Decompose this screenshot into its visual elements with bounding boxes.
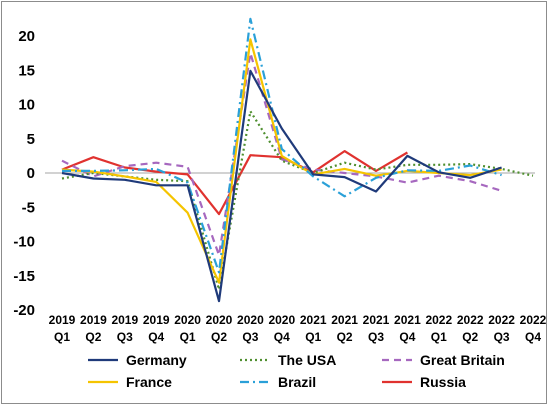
y-tick-label: -20	[13, 302, 35, 319]
x-tick-quarter: Q4	[148, 330, 164, 344]
x-tick-year: 2020	[206, 313, 233, 327]
x-tick-year: 2022	[488, 313, 515, 327]
legend-label: France	[126, 374, 172, 390]
y-tick-label: -10	[13, 234, 35, 251]
x-tick-quarter: Q2	[337, 330, 353, 344]
x-tick-quarter: Q2	[462, 330, 478, 344]
legend-label: Great Britain	[420, 352, 505, 368]
legend-item-russia: Russia	[382, 374, 466, 390]
x-tick-year: 2021	[331, 313, 358, 327]
x-tick-quarter: Q4	[525, 330, 541, 344]
x-tick-quarter: Q1	[431, 330, 447, 344]
x-tick-year: 2021	[363, 313, 390, 327]
x-tick-year: 2019	[80, 313, 107, 327]
x-tick-year: 2022	[520, 313, 547, 327]
x-tick-quarter: Q3	[242, 330, 258, 344]
x-tick-quarter: Q3	[368, 330, 384, 344]
y-tick-label: 10	[18, 97, 35, 114]
chart-series	[61, 17, 534, 303]
x-tick-quarter: Q2	[85, 330, 101, 344]
legend-item-brazil: Brazil	[240, 374, 316, 390]
x-tick-quarter: Q4	[399, 330, 415, 344]
chart-legend: Germany The USA Great Britain France Brazil R…	[88, 352, 505, 390]
x-tick-year: 2021	[300, 313, 327, 327]
legend-item-germany: Germany	[88, 352, 187, 368]
series-line-germany	[61, 69, 502, 303]
x-tick-year: 2022	[457, 313, 484, 327]
x-tick-year: 2020	[174, 313, 201, 327]
x-tick-quarter: Q1	[305, 330, 321, 344]
legend-item-france: France	[88, 374, 172, 390]
x-tick-year: 2020	[268, 313, 295, 327]
legend-label: The USA	[278, 352, 336, 368]
chart-axes: -20 -15 -10 -5 0 5 10 15 20 2019 Q1 2019 Q2 2019 Q3 201…	[13, 28, 546, 344]
x-tick-quarter: Q4	[274, 330, 290, 344]
x-tick-year: 2020	[237, 313, 264, 327]
series-line-great-britain	[61, 52, 502, 257]
x-tick-quarter: Q1	[54, 330, 70, 344]
series-line-brazil	[62, 17, 502, 274]
legend-item-great-britain: Great Britain	[382, 352, 505, 368]
legend-item-the-usa: The USA	[240, 352, 336, 368]
y-tick-label: 5	[27, 131, 35, 148]
x-tick-year: 2021	[394, 313, 421, 327]
series-line-france	[61, 38, 502, 284]
legend-label: Germany	[126, 352, 187, 368]
series-line-the-usa	[61, 110, 534, 291]
x-tick-year: 2019	[143, 313, 170, 327]
y-tick-label: 15	[18, 62, 35, 79]
legend-label: Brazil	[278, 374, 316, 390]
legend-label: Russia	[420, 374, 466, 390]
x-tick-quarter: Q1	[180, 330, 196, 344]
x-tick-quarter: Q3	[117, 330, 133, 344]
x-tick-year: 2019	[111, 313, 138, 327]
y-tick-label: 20	[18, 28, 35, 45]
y-tick-label: 0	[27, 165, 35, 182]
x-tick-year: 2019	[49, 313, 76, 327]
x-tick-quarter: Q2	[211, 330, 227, 344]
x-tick-quarter: Q3	[494, 330, 510, 344]
y-tick-label: -15	[13, 268, 35, 285]
x-tick-year: 2022	[425, 313, 452, 327]
y-tick-label: -5	[22, 199, 35, 216]
